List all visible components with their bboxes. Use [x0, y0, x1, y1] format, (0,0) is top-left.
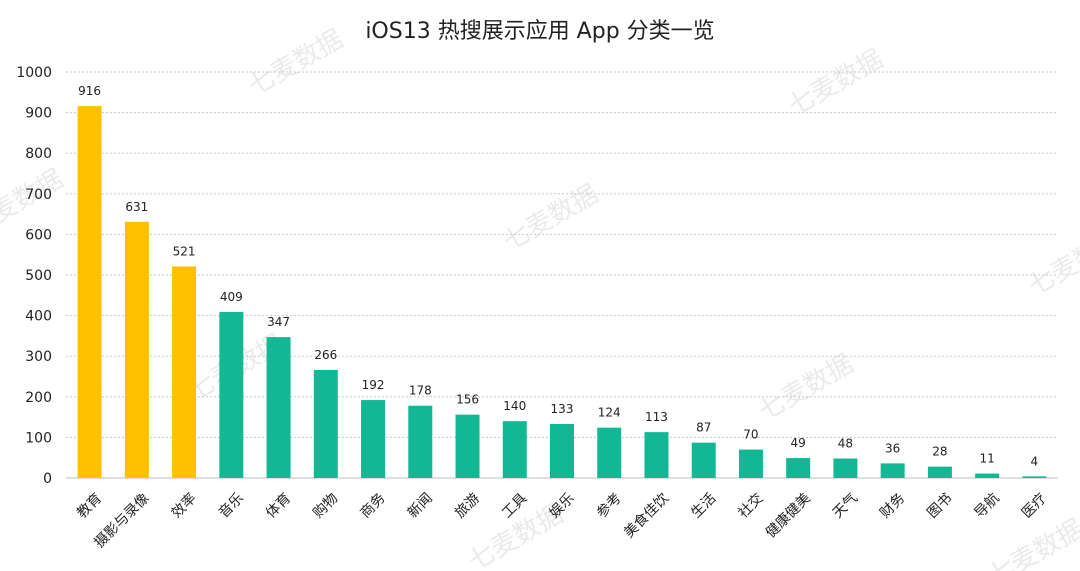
y-tick-label: 900: [25, 106, 52, 122]
bar: [738, 449, 763, 478]
bar: [691, 442, 716, 478]
bar: [77, 106, 102, 478]
x-tick-label: 参考: [593, 490, 625, 522]
y-tick-label: 400: [25, 309, 52, 325]
x-tick-label: 美食佳饮: [620, 490, 672, 542]
x-tick-label: 旅游: [452, 490, 483, 521]
y-axis: 0 100 200 300 400 500 600 700 800 900 1000: [16, 65, 52, 487]
watermark-text: 七麦数据: [983, 514, 1080, 571]
watermark-text: 七麦数据: [498, 179, 603, 257]
bar: [880, 463, 905, 478]
x-tick-label: 教育: [74, 490, 105, 521]
data-label: 140: [503, 399, 526, 413]
bar: [502, 421, 527, 478]
data-label: 266: [314, 348, 337, 362]
x-tick-label: 购物: [310, 490, 341, 521]
bar: [455, 414, 480, 478]
data-label: 631: [125, 200, 148, 214]
y-tick-label: 800: [25, 146, 52, 162]
data-label: 521: [173, 244, 196, 258]
watermark-layer: 七麦数据七麦数据七麦数据七麦数据七麦数据七麦数据七麦数据七麦数据七麦数据: [0, 24, 1080, 571]
bar: [313, 370, 338, 478]
data-label: 36: [885, 441, 900, 455]
bar: [597, 427, 622, 478]
data-label: 48: [838, 437, 853, 451]
y-tick-label: 300: [25, 349, 52, 365]
data-label: 49: [791, 436, 806, 450]
x-tick-label: 商务: [358, 490, 389, 521]
x-tick-label: 导航: [972, 490, 1003, 521]
bar: [550, 424, 574, 478]
bar: [124, 221, 149, 478]
bars: [77, 106, 1047, 478]
watermark-text: 七麦数据: [1023, 224, 1080, 302]
data-label: 4: [1031, 454, 1039, 468]
y-tick-label: 1000: [16, 65, 52, 81]
x-tick-label: 健康健美: [762, 490, 814, 542]
data-label: 124: [598, 406, 621, 420]
x-tick-label: 新闻: [405, 490, 436, 521]
data-label: 409: [220, 290, 243, 304]
bar: [833, 458, 858, 478]
data-label: 11: [980, 452, 995, 466]
bar: [644, 432, 669, 478]
bar: [975, 473, 1000, 478]
y-tick-label: 600: [25, 227, 52, 243]
data-label: 916: [78, 84, 101, 98]
data-labels: 916 631 521 409 347 266 192 178 156 140 133 124 113 8…: [78, 84, 1038, 468]
x-tick-label: 社交: [735, 490, 767, 522]
x-tick-label: 音乐: [215, 490, 247, 522]
gridlines: [66, 71, 1058, 479]
data-label: 156: [456, 393, 479, 407]
bar: [1022, 476, 1047, 478]
data-label: 70: [743, 428, 758, 442]
y-tick-label: 100: [25, 430, 52, 446]
watermark-text: 七麦数据: [753, 349, 858, 427]
y-tick-label: 700: [25, 187, 52, 203]
x-tick-label: 财务: [877, 490, 908, 521]
data-label: 192: [362, 378, 385, 392]
data-label: 178: [409, 384, 432, 398]
x-tick-label: 效率: [168, 490, 200, 522]
data-label: 347: [267, 315, 290, 329]
data-label: 133: [551, 402, 574, 416]
x-tick-label: 天气: [830, 490, 861, 521]
watermark-text: 七麦数据: [783, 44, 888, 122]
bar: [361, 400, 386, 478]
data-label: 113: [645, 410, 668, 424]
x-tick-label: 医疗: [1019, 490, 1050, 521]
x-tick-label: 生活: [688, 490, 719, 521]
data-label: 28: [932, 445, 947, 459]
x-tick-label: 图书: [924, 490, 955, 521]
y-tick-label: 0: [43, 471, 52, 487]
chart-title: iOS13 热搜展示应用 App 分类一览: [365, 19, 714, 44]
bar: [927, 466, 952, 478]
bar: [219, 311, 244, 478]
watermark-text: 七麦数据: [243, 24, 348, 102]
x-tick-label: 体育: [263, 490, 294, 521]
y-tick-label: 500: [25, 268, 52, 284]
bar: [266, 337, 291, 478]
bar: [408, 405, 433, 478]
bar: [172, 266, 197, 478]
y-tick-label: 200: [25, 390, 52, 406]
data-label: 87: [696, 421, 711, 435]
bar: [786, 458, 811, 478]
